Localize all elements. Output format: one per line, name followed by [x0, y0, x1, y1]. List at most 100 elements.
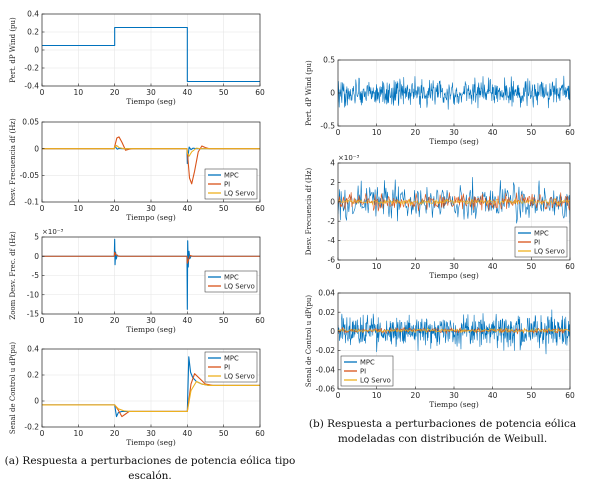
- x-tick-label: 50: [527, 262, 537, 271]
- series-line-data: [42, 26, 260, 83]
- x-tick-label: 30: [146, 316, 156, 325]
- caption-b-line2: modeladas con distribución de Weibull.: [337, 433, 548, 445]
- y-tick-label: 0.04: [318, 289, 335, 298]
- y-axis-label: Pert. dP Wind (pu): [9, 17, 17, 83]
- caption-b: (b) Respuesta a perturbaciones de potenc…: [300, 417, 585, 447]
- x-tick-label: 40: [183, 429, 193, 438]
- panel-b3: 0 10 20 30 40 50 60 -0.06 -0.04 -0.02 0 0.02 0.04 Tie…: [305, 289, 575, 409]
- x-tick-label: 60: [255, 88, 265, 97]
- legend-label: LQ Servo: [224, 190, 255, 198]
- legend-label: LQ Servo: [224, 283, 255, 291]
- y-tick-label: 0: [330, 197, 335, 206]
- x-axis-label: Tiempo (seg): [126, 213, 176, 222]
- series-line-data: [338, 75, 570, 110]
- y-axis-label: Desv. Frecuencia df (Hz): [305, 168, 313, 256]
- y-axis-label: Pert. dP Wind (pu): [305, 60, 313, 126]
- caption-a-line1: (a) Respuesta a perturbaciones de potenc…: [4, 455, 296, 467]
- series-group: [338, 309, 570, 355]
- y-tick-label: 0.02: [318, 308, 335, 317]
- x-tick-label: 60: [255, 316, 265, 325]
- x-tick-label: 40: [488, 262, 498, 271]
- x-tick-label: 50: [219, 204, 229, 213]
- panel-a1: 0 10 20 30 40 50 60 -0.4 -0.2 0 0.2 0.4 Tiempo (seg)…: [9, 10, 265, 106]
- legend-label: MPC: [224, 355, 239, 363]
- y-tick-label: 0.2: [27, 371, 39, 380]
- legend-label: LQ Servo: [534, 248, 565, 256]
- y-axis-label: Senal de Control u dP(pu): [305, 295, 313, 387]
- x-tick-label: 40: [183, 88, 193, 97]
- legend-label: PI: [360, 368, 366, 376]
- x-tick-label: 10: [372, 128, 382, 137]
- x-tick-label: 30: [449, 391, 459, 400]
- y-tick-label: -0.1: [24, 198, 39, 207]
- x-axis-label: Tiempo (seg): [429, 271, 479, 280]
- y-tick-label: 0.05: [22, 118, 39, 127]
- legend-box: [204, 270, 258, 293]
- x-tick-label: 20: [110, 316, 120, 325]
- y-tick-label: -0.2: [24, 423, 39, 432]
- legend-label: PI: [534, 239, 540, 247]
- x-tick-label: 50: [219, 316, 229, 325]
- series-group: [42, 238, 260, 310]
- series-group: [42, 26, 260, 83]
- y-tick-label: 0: [34, 144, 39, 153]
- series-group: [42, 136, 260, 185]
- y-tick-label: -10: [27, 290, 39, 299]
- y-tick-label: 0.4: [27, 10, 39, 19]
- y-tick-label: -0.05: [20, 171, 40, 180]
- x-tick-label: 20: [411, 128, 421, 137]
- y-axis-label: Desv. Frecuencia df (Hz): [9, 118, 17, 206]
- x-tick-label: 30: [146, 88, 156, 97]
- y-tick-label: 2: [330, 178, 335, 187]
- panel-a2: 0 10 20 30 40 50 60 -0.1 -0.05 0 0.05 Tiempo (seg) D…: [9, 118, 265, 222]
- series-line-pi: [338, 192, 570, 212]
- x-tick-label: 10: [74, 204, 84, 213]
- y-exponent-label: ×10⁻³: [338, 154, 359, 162]
- x-tick-label: 30: [449, 262, 459, 271]
- x-tick-label: 0: [40, 88, 45, 97]
- x-tick-label: 50: [527, 128, 537, 137]
- y-tick-label: 0: [34, 397, 39, 406]
- y-axis-label: Zoom Desv. Frec. df (Hz): [9, 231, 17, 320]
- series-line-lq-servo: [338, 327, 570, 334]
- y-tick-label: -0.06: [316, 385, 336, 394]
- x-tick-label: 10: [74, 429, 84, 438]
- y-tick-label: -15: [27, 310, 39, 319]
- x-tick-label: 20: [110, 88, 120, 97]
- y-tick-label: -5: [32, 271, 40, 280]
- x-tick-label: 10: [372, 262, 382, 271]
- x-tick-label: 0: [336, 262, 341, 271]
- caption-a-line2: escalón.: [128, 470, 172, 482]
- y-tick-label: 0: [34, 252, 39, 261]
- x-tick-label: 30: [449, 128, 459, 137]
- x-tick-label: 20: [110, 429, 120, 438]
- caption-b-line1: (b) Respuesta a perturbaciones de potenc…: [308, 418, 577, 430]
- y-tick-label: 0.2: [27, 28, 39, 37]
- x-tick-label: 10: [372, 391, 382, 400]
- x-tick-label: 40: [183, 316, 193, 325]
- y-tick-label: 0.5: [323, 56, 335, 65]
- y-tick-label: -0.4: [24, 82, 39, 91]
- x-tick-label: 50: [527, 391, 537, 400]
- x-axis-label: Tiempo (seg): [429, 400, 479, 409]
- x-tick-label: 40: [183, 204, 193, 213]
- y-tick-label: 0.4: [27, 345, 39, 354]
- x-tick-label: 0: [40, 429, 45, 438]
- y-tick-label: 0: [330, 89, 335, 98]
- x-tick-label: 0: [40, 316, 45, 325]
- x-axis-label: Tiempo (seg): [126, 325, 176, 334]
- y-axis-label: Senal de Control u dP(pu): [9, 342, 17, 434]
- x-tick-label: 60: [565, 391, 575, 400]
- y-tick-label: 0: [34, 46, 39, 55]
- legend-label: LQ Servo: [224, 373, 255, 381]
- y-tick-label: -4: [328, 236, 336, 245]
- x-tick-label: 50: [219, 88, 229, 97]
- series-line-lq-servo: [42, 144, 260, 157]
- x-tick-label: 20: [411, 262, 421, 271]
- caption-a: (a) Respuesta a perturbaciones de potenc…: [0, 454, 300, 484]
